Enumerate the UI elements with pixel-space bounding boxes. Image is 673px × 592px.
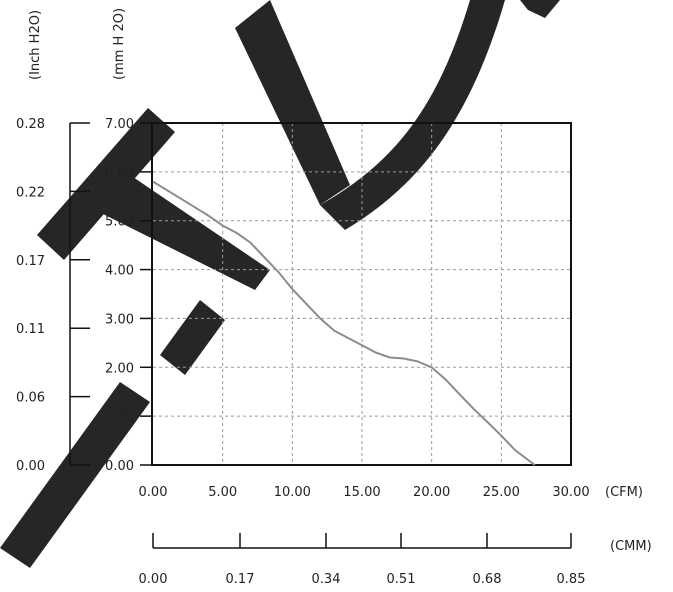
y-tick-mm: 4.00 xyxy=(105,264,134,279)
gridlines xyxy=(153,123,571,465)
watermark-stroke-1 xyxy=(0,382,150,568)
x-tick-cfm: 25.00 xyxy=(483,485,520,500)
watermark-stroke-5 xyxy=(235,0,350,205)
x-tick-cfm: 10.00 xyxy=(274,485,311,500)
y-tick-mm: 3.00 xyxy=(105,312,134,327)
x-axis-cmm-unit: (CMM) xyxy=(610,539,652,554)
y-tick-inch: 0.06 xyxy=(16,391,45,406)
x-tick-cmm: 0.34 xyxy=(312,572,341,587)
y-tick-inch: 0.22 xyxy=(16,185,45,200)
watermark-stroke-4 xyxy=(85,175,270,290)
plot-frame xyxy=(151,122,572,466)
y-tick-inch: 0.11 xyxy=(16,322,45,337)
x-tick-cmm: 0.17 xyxy=(226,572,255,587)
watermark-stroke-7 xyxy=(520,0,560,18)
watermark xyxy=(0,0,560,568)
x-tick-cmm: 0.85 xyxy=(557,572,586,587)
x-axis-cfm-unit: (CFM) xyxy=(605,485,643,500)
y-tick-mm: 0.00 xyxy=(105,459,134,474)
y-axis-mm-title: (mm H 2O) xyxy=(112,8,127,80)
watermark-stroke-6 xyxy=(320,0,505,230)
y-tick-mm: 7.00 xyxy=(105,117,134,132)
x-tick-cmm: 0.68 xyxy=(473,572,502,587)
x-tick-cfm: 20.00 xyxy=(413,485,450,500)
x-tick-cmm: 0.51 xyxy=(387,572,416,587)
y-tick-mm: 1.00 xyxy=(105,410,134,425)
x-tick-cfm: 5.00 xyxy=(208,485,237,500)
y-tick-mm: 6.00 xyxy=(105,166,134,181)
watermark-stroke-2 xyxy=(160,300,225,375)
series-line xyxy=(152,180,536,466)
watermark-stroke-3 xyxy=(37,108,175,260)
y-axis-inch-title: (Inch H2O) xyxy=(28,10,43,80)
x-axis-cfm: 0.00 5.00 10.00 15.00 20.00 25.00 30.00 xyxy=(139,485,590,500)
y-axis-mm: 7.00 6.00 5.00 4.00 3.00 2.00 1.00 0.00 xyxy=(105,117,153,474)
y-tick-inch: 0.00 xyxy=(16,459,45,474)
y-tick-mm: 5.00 xyxy=(105,215,134,230)
x-tick-cfm: 15.00 xyxy=(343,485,380,500)
x-tick-cmm: 0.00 xyxy=(139,572,168,587)
x-axis-cmm: 0.00 0.17 0.34 0.51 0.68 0.85 xyxy=(139,533,586,587)
x-tick-cfm: 30.00 xyxy=(552,485,589,500)
y-tick-mm: 2.00 xyxy=(105,361,134,376)
y-tick-inch: 0.28 xyxy=(16,117,45,132)
y-axis-inch: 0.28 0.22 0.17 0.11 0.06 0.00 xyxy=(16,117,90,474)
x-tick-cfm: 0.00 xyxy=(139,485,168,500)
y-tick-inch: 0.17 xyxy=(16,254,45,269)
